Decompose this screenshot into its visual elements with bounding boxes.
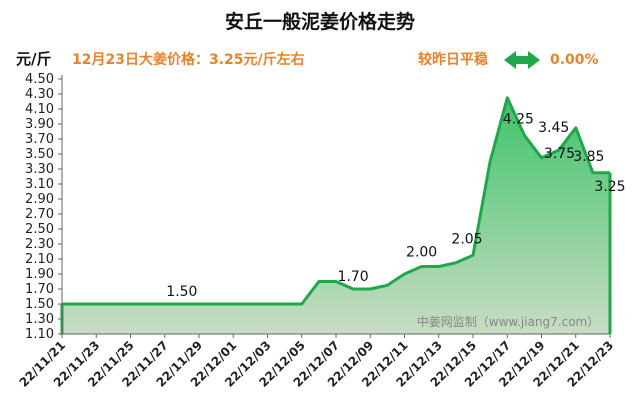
series-area xyxy=(62,97,610,334)
y-tick-label: 2.30 xyxy=(25,237,54,252)
plot-area xyxy=(60,96,612,334)
y-tick-label: 4.30 xyxy=(25,87,54,102)
y-tick-label: 1.50 xyxy=(25,297,54,312)
data-label: 2.05 xyxy=(451,231,482,247)
headline-price: 12月23日大姜价格：3.25元/斤左右 xyxy=(72,51,305,68)
change-label: 较昨日平稳 xyxy=(418,51,488,68)
y-tick-label: 4.50 xyxy=(25,72,54,87)
y-tick-label: 1.30 xyxy=(25,312,54,327)
series-line xyxy=(62,96,610,306)
chart-title: 安丘一般泥姜价格走势 xyxy=(225,10,415,33)
y-tick-label: 3.90 xyxy=(25,117,54,132)
y-tick-label: 3.30 xyxy=(25,162,54,177)
y-tick-label: 1.70 xyxy=(25,282,54,297)
y-tick-label: 2.90 xyxy=(25,192,54,207)
unit-label: 元/斤 xyxy=(16,50,51,68)
double-arrow-icon xyxy=(504,51,540,69)
y-tick-label: 4.10 xyxy=(25,102,54,117)
x-axis: 22/11/2122/11/2322/11/2522/11/2722/11/29… xyxy=(17,333,616,390)
data-label: 3.85 xyxy=(573,149,604,165)
y-tick-label: 2.10 xyxy=(25,252,54,267)
y-axis: 1.101.301.501.701.902.102.302.502.702.90… xyxy=(25,72,63,342)
y-tick-label: 3.70 xyxy=(25,132,54,147)
y-tick-label: 3.10 xyxy=(25,177,54,192)
data-label: 3.75 xyxy=(544,146,575,162)
y-tick-label: 3.50 xyxy=(25,147,54,162)
data-labels: 1.50 1.70 2.00 2.05 4.25 3.75 3.453.85 3.25 xyxy=(166,111,625,300)
data-label: 2.00 xyxy=(406,245,437,261)
data-label: 1.50 xyxy=(166,284,197,300)
y-tick-label: 1.10 xyxy=(25,327,54,342)
data-label: 3.45 xyxy=(538,120,569,136)
data-label: 3.25 xyxy=(594,179,625,195)
data-label: 1.70 xyxy=(338,269,369,285)
y-tick-label: 2.70 xyxy=(25,207,54,222)
change-value: 0.00% xyxy=(550,52,599,68)
y-tick-label: 1.90 xyxy=(25,267,54,282)
y-tick-label: 2.50 xyxy=(25,222,54,237)
data-label: 4.25 xyxy=(503,111,534,127)
watermark: 中姜网监制（www.jiang7.com） xyxy=(417,314,599,329)
